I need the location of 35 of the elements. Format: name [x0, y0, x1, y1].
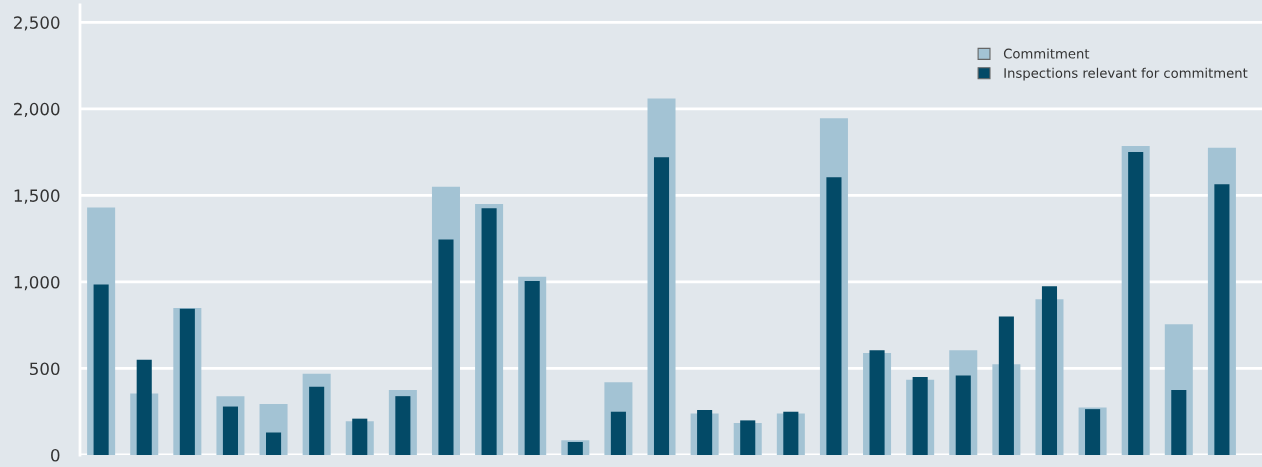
bar	[998, 316, 1014, 455]
bar	[869, 350, 885, 455]
y-tick-label: 2,000	[14, 102, 60, 118]
bar	[524, 281, 540, 455]
bar	[1214, 184, 1230, 455]
bar	[1085, 409, 1101, 455]
bar	[826, 177, 842, 455]
bar	[740, 420, 756, 455]
bar	[610, 411, 626, 455]
legend-label: Commitment	[1003, 48, 1090, 59]
y-tick-label: 0	[51, 448, 60, 462]
bar	[1171, 390, 1187, 455]
y-tick-label: 1,500	[14, 189, 60, 204]
bar	[912, 377, 928, 455]
bar	[955, 375, 971, 455]
y-tick-label: 2,500	[14, 16, 60, 31]
bar	[179, 308, 195, 455]
bar	[309, 386, 325, 455]
bar	[136, 359, 152, 455]
legend-label: Inspections relevant for commitment	[1004, 67, 1248, 81]
bar	[653, 157, 670, 455]
y-tick-label: 500	[30, 362, 60, 376]
bar	[222, 406, 238, 455]
bar	[93, 284, 109, 455]
bar	[1128, 152, 1144, 455]
bar	[352, 418, 368, 455]
bar	[567, 442, 583, 455]
bar	[697, 410, 713, 455]
y-tick-label: 1,000	[14, 275, 60, 291]
bar	[783, 411, 799, 455]
bar	[266, 432, 282, 455]
bar	[395, 396, 411, 455]
bar	[481, 208, 497, 455]
bar	[438, 239, 454, 455]
bar	[1041, 286, 1058, 455]
